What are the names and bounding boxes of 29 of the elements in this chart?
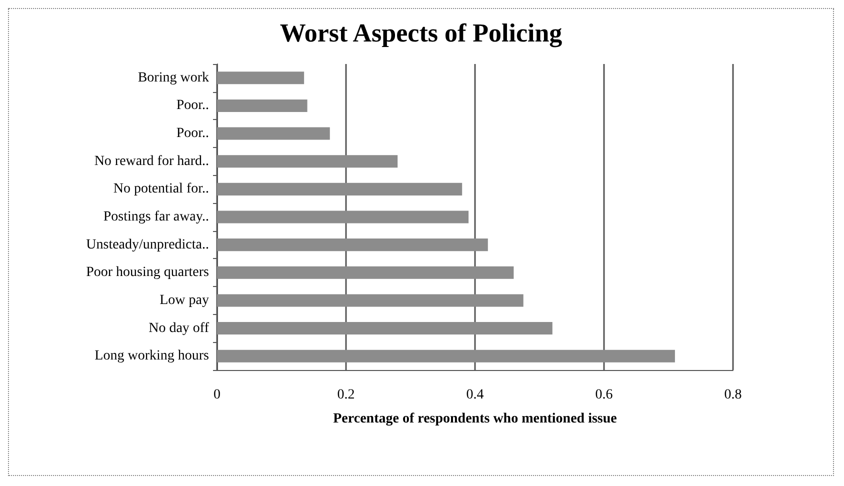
- chart-title: Worst Aspects of Policing: [280, 18, 562, 48]
- x-tick-label: 0.8: [724, 388, 742, 402]
- bar: [217, 127, 330, 140]
- y-tick-label: Poor..: [176, 126, 209, 142]
- bar: [217, 155, 398, 168]
- y-tick-label: Unsteady/unpredicta..: [86, 237, 209, 252]
- bar: [217, 99, 308, 112]
- x-tick-label: 0: [214, 388, 220, 402]
- y-tick-label: Poor housing quarters: [86, 265, 209, 280]
- bar: [217, 294, 524, 307]
- y-tick-label: Postings far away..: [103, 210, 209, 224]
- x-axis-title: Percentage of respondents who mentioned issue: [333, 412, 617, 426]
- y-tick-label: Poor..: [176, 98, 209, 114]
- y-tick-label: Boring work: [138, 70, 209, 86]
- bar: [217, 182, 462, 196]
- bar: [217, 210, 469, 224]
- y-tick-label: Low pay: [160, 292, 209, 308]
- bar: [217, 322, 552, 335]
- bar: [217, 72, 304, 84]
- x-tick-label: 0.2: [337, 388, 355, 402]
- x-tick-label: 0.4: [466, 388, 484, 402]
- bar: [217, 266, 514, 279]
- bar: [217, 350, 675, 362]
- bar: [217, 238, 488, 252]
- x-tick-label: 0.6: [595, 388, 613, 402]
- y-tick-label: No potential for..: [113, 182, 209, 197]
- y-tick-label: Long working hours: [94, 348, 209, 364]
- y-tick-label: No reward for hard..: [94, 154, 209, 169]
- y-tick-label: No day off: [148, 320, 210, 336]
